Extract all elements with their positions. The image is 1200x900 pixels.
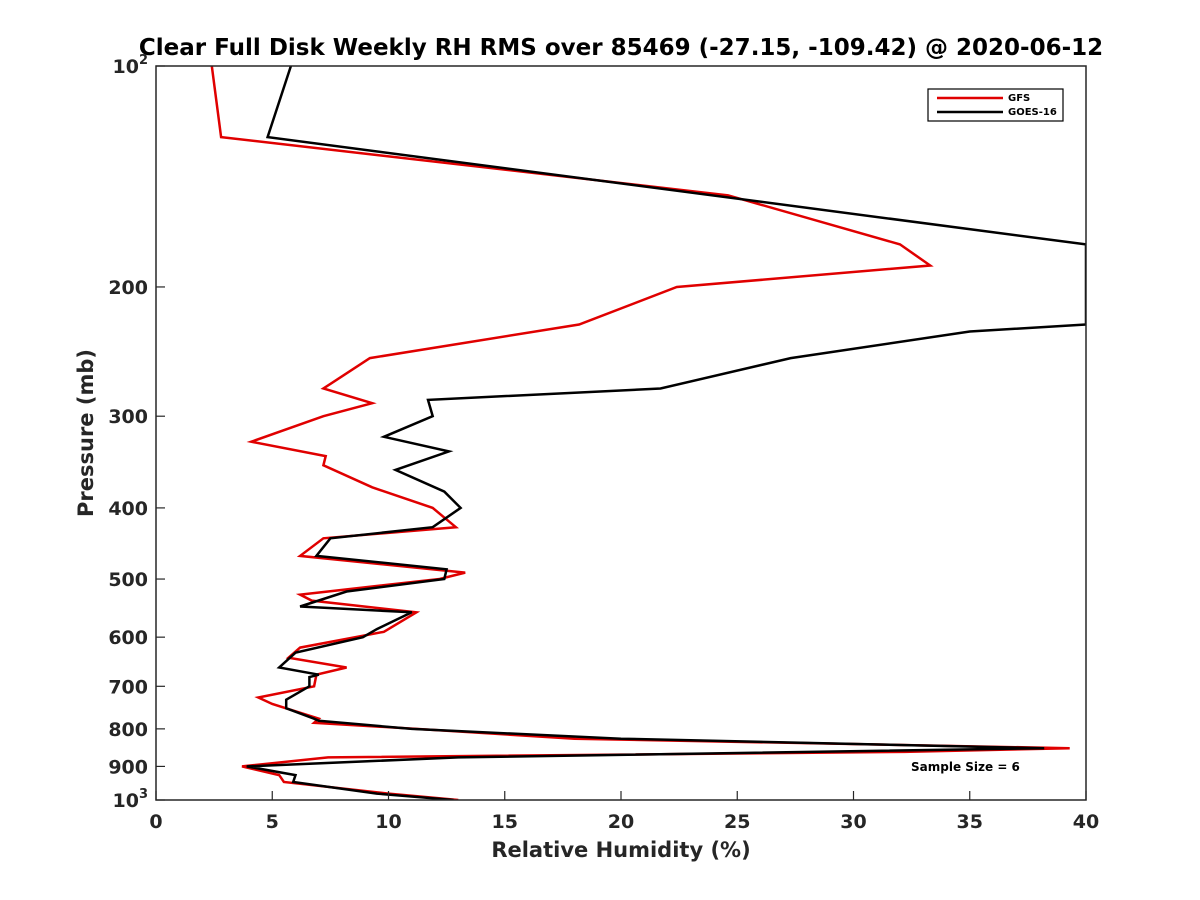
y-tick-label: 800 — [108, 719, 148, 741]
x-tick-label: 15 — [492, 811, 518, 833]
y-tick-label: 200 — [108, 277, 148, 299]
x-tick-label: 35 — [957, 811, 983, 833]
legend: GFS GOES-16 — [927, 88, 1064, 122]
series-layer — [210, 66, 1086, 800]
y-tick-label: 300 — [108, 406, 148, 428]
y-axis-label: Pressure (mb) — [74, 349, 98, 517]
y-tick-label: 400 — [108, 498, 148, 520]
y-tick-label: 600 — [108, 627, 148, 649]
x-tick-label: 10 — [375, 811, 401, 833]
x-tick-label: 0 — [149, 811, 162, 833]
y-tick-label: 103 — [113, 787, 149, 812]
sample-size-annotation: Sample Size = 6 — [911, 760, 1020, 774]
series-line-gfs — [210, 66, 1070, 800]
legend-label-goes16: GOES-16 — [1008, 107, 1057, 118]
legend-label-gfs: GFS — [1008, 93, 1030, 104]
x-tick-label: 25 — [724, 811, 750, 833]
ticks-layer: 0 5 10 15 20 25 30 35 40 102 200 300 400 500 600 700 800… — [108, 53, 1099, 833]
series-line-goes-16 — [246, 66, 1086, 800]
y-tick-label: 900 — [108, 756, 148, 778]
x-tick-label: 40 — [1073, 811, 1099, 833]
chart-title: Clear Full Disk Weekly RH RMS over 85469… — [139, 35, 1103, 61]
legend-box — [927, 88, 1064, 122]
x-tick-label: 20 — [608, 811, 634, 833]
y-tick-label: 700 — [108, 676, 148, 698]
x-tick-label: 30 — [840, 811, 866, 833]
y-tick-label: 500 — [108, 569, 148, 591]
x-tick-label: 5 — [266, 811, 279, 833]
y-tick-label: 102 — [113, 53, 149, 78]
x-axis-label: Relative Humidity (%) — [491, 838, 750, 862]
